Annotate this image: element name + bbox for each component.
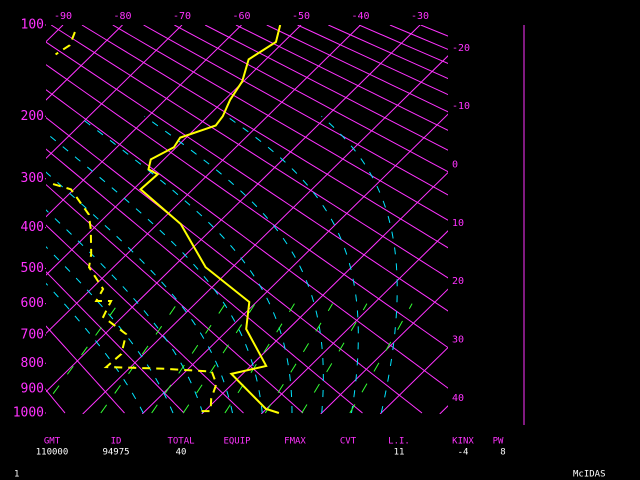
y-tick-label: 600 (21, 296, 44, 311)
dry-adiabat (46, 41, 448, 312)
y-tick-label: 100 (21, 18, 44, 33)
dry-adiabat (46, 148, 363, 414)
y-tick-label: 300 (21, 171, 44, 186)
stat-label: TOTAL (167, 437, 194, 447)
dry-adiabat (46, 271, 185, 414)
stat-value: 11 (394, 448, 405, 458)
dry-adiabat (204, 25, 448, 151)
moist-adiabat (78, 115, 293, 414)
y-tick-label: 500 (21, 261, 44, 276)
dry-adiabat (46, 183, 304, 414)
x-tick-label: 0 (452, 160, 458, 171)
stat-label: FMAX (284, 437, 306, 447)
x-tick-label: -90 (54, 11, 72, 22)
isotherm (46, 25, 123, 101)
stat-value: 8 (500, 448, 505, 458)
stat-value: 40 (176, 448, 187, 458)
traces (52, 25, 282, 414)
dewpoint-trace (52, 183, 218, 413)
moist-adiabat (144, 115, 324, 414)
plot-area (46, 25, 448, 414)
dry-adiabat (46, 325, 125, 414)
stat-label: PW (493, 437, 504, 447)
stat-value: -4 (458, 448, 469, 458)
x-tick-label: -60 (232, 11, 250, 22)
y-tick-label: 900 (21, 382, 44, 397)
moist-adiabat (46, 171, 233, 414)
x-tick-label: -20 (452, 43, 470, 54)
stat-value: 94975 (102, 448, 129, 458)
isotherm (46, 25, 302, 276)
isotherm (379, 346, 448, 414)
brand: McIDAS (573, 470, 606, 480)
x-tick-label: 10 (452, 218, 464, 229)
x-tick-label: -50 (292, 11, 310, 22)
stat-label: EQUIP (223, 437, 251, 447)
isotherm (141, 113, 448, 414)
dry-adiabat (46, 224, 244, 414)
mixing-ratio (349, 303, 413, 414)
temperature-trace (139, 25, 282, 414)
page-number: 1 (14, 470, 19, 480)
dry-adiabat (50, 25, 448, 279)
stat-label: KINX (452, 437, 474, 447)
x-tick-label: -10 (452, 101, 470, 112)
stat-label: L.I. (388, 437, 410, 447)
y-tick-label: 400 (21, 220, 44, 235)
stat-label: GMT (44, 437, 61, 447)
x-tick-label: -80 (113, 11, 131, 22)
dry-adiabat (46, 89, 448, 389)
dewpoint-trace (55, 31, 76, 56)
moist-adiabat (226, 115, 359, 414)
stat-label: CVT (340, 437, 357, 447)
moist-adiabat (46, 132, 263, 414)
mixing-ratio (301, 303, 368, 414)
x-tick-label: -30 (411, 11, 429, 22)
isotherm (201, 171, 448, 414)
mixing-ratio (264, 303, 333, 414)
moist-adiabat (46, 246, 174, 414)
moist-adiabat (46, 209, 204, 414)
y-tick-label: 700 (21, 327, 44, 342)
stat-value: 110000 (36, 448, 69, 458)
y-tick-label: 1000 (13, 406, 44, 421)
mixing-ratio (182, 303, 256, 414)
x-tick-label: 30 (452, 335, 464, 346)
isotherm (260, 230, 448, 414)
dry-adiabat (81, 25, 448, 249)
dry-adiabat (143, 25, 448, 196)
x-tick-label: 40 (452, 393, 464, 404)
isotherm (46, 25, 242, 218)
y-tick-label: 800 (21, 356, 44, 371)
moist-adiabat (321, 115, 398, 414)
x-tick-label: -70 (173, 11, 191, 22)
x-tick-label: -40 (351, 11, 369, 22)
moist-adiabat (46, 282, 144, 414)
isotherm (46, 25, 183, 160)
isotherm (82, 55, 448, 414)
stat-label: ID (111, 437, 122, 447)
mixing-ratio (224, 303, 295, 414)
dry-adiabat (174, 25, 448, 173)
dry-adiabat (46, 64, 448, 349)
dry-adiabat (112, 25, 448, 221)
x-tick-label: 20 (452, 276, 464, 287)
y-tick-label: 200 (21, 109, 44, 124)
